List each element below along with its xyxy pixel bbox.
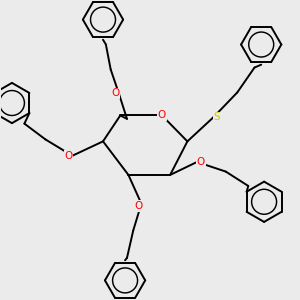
Text: O: O bbox=[64, 151, 73, 161]
Text: O: O bbox=[135, 201, 143, 211]
Text: O: O bbox=[158, 110, 166, 121]
Text: O: O bbox=[197, 157, 205, 167]
Text: S: S bbox=[214, 112, 220, 122]
Text: O: O bbox=[111, 88, 119, 98]
